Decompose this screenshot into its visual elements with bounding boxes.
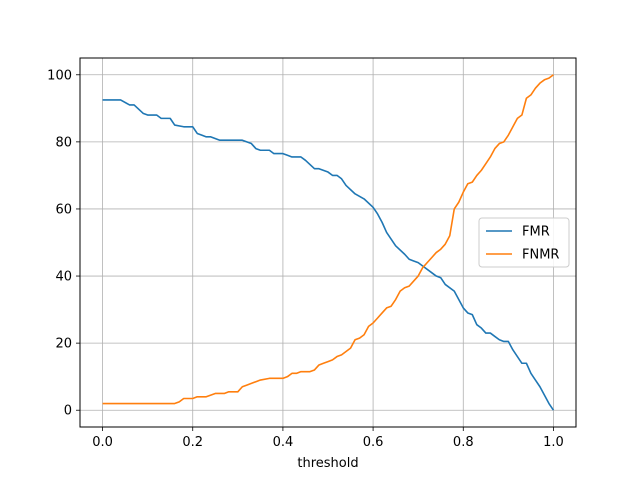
legend-label-fmr: FMR	[522, 225, 550, 240]
y-tick-label: 80	[55, 135, 72, 150]
x-tick-label: 0.6	[363, 435, 384, 450]
y-tick-label: 20	[55, 337, 72, 352]
legend: FMR FNMR	[478, 217, 570, 268]
y-tick-label: 60	[55, 202, 72, 217]
plot-area-frame	[79, 57, 577, 428]
series-line-fnmr	[102, 74, 554, 405]
grid-lines	[80, 58, 576, 427]
x-tick-label: 1.0	[543, 435, 564, 450]
y-axis-ticks: 0 20 40 60 80 100	[47, 68, 80, 419]
x-axis-label: threshold	[297, 456, 358, 471]
x-axis-ticks: 0.0 0.2 0.4 0.6 0.8 1.0	[92, 427, 564, 450]
y-tick-label: 40	[55, 270, 72, 285]
series-line-fmr	[102, 99, 555, 411]
x-tick-label: 0.4	[273, 435, 294, 450]
y-tick-label: 100	[47, 68, 72, 83]
x-tick-label: 0.0	[92, 435, 113, 450]
series-lines	[102, 74, 555, 411]
legend-label-fnmr: FNMR	[522, 248, 559, 263]
y-tick-label: 0	[64, 404, 72, 419]
x-tick-label: 0.2	[182, 435, 203, 450]
x-tick-label: 0.8	[453, 435, 474, 450]
